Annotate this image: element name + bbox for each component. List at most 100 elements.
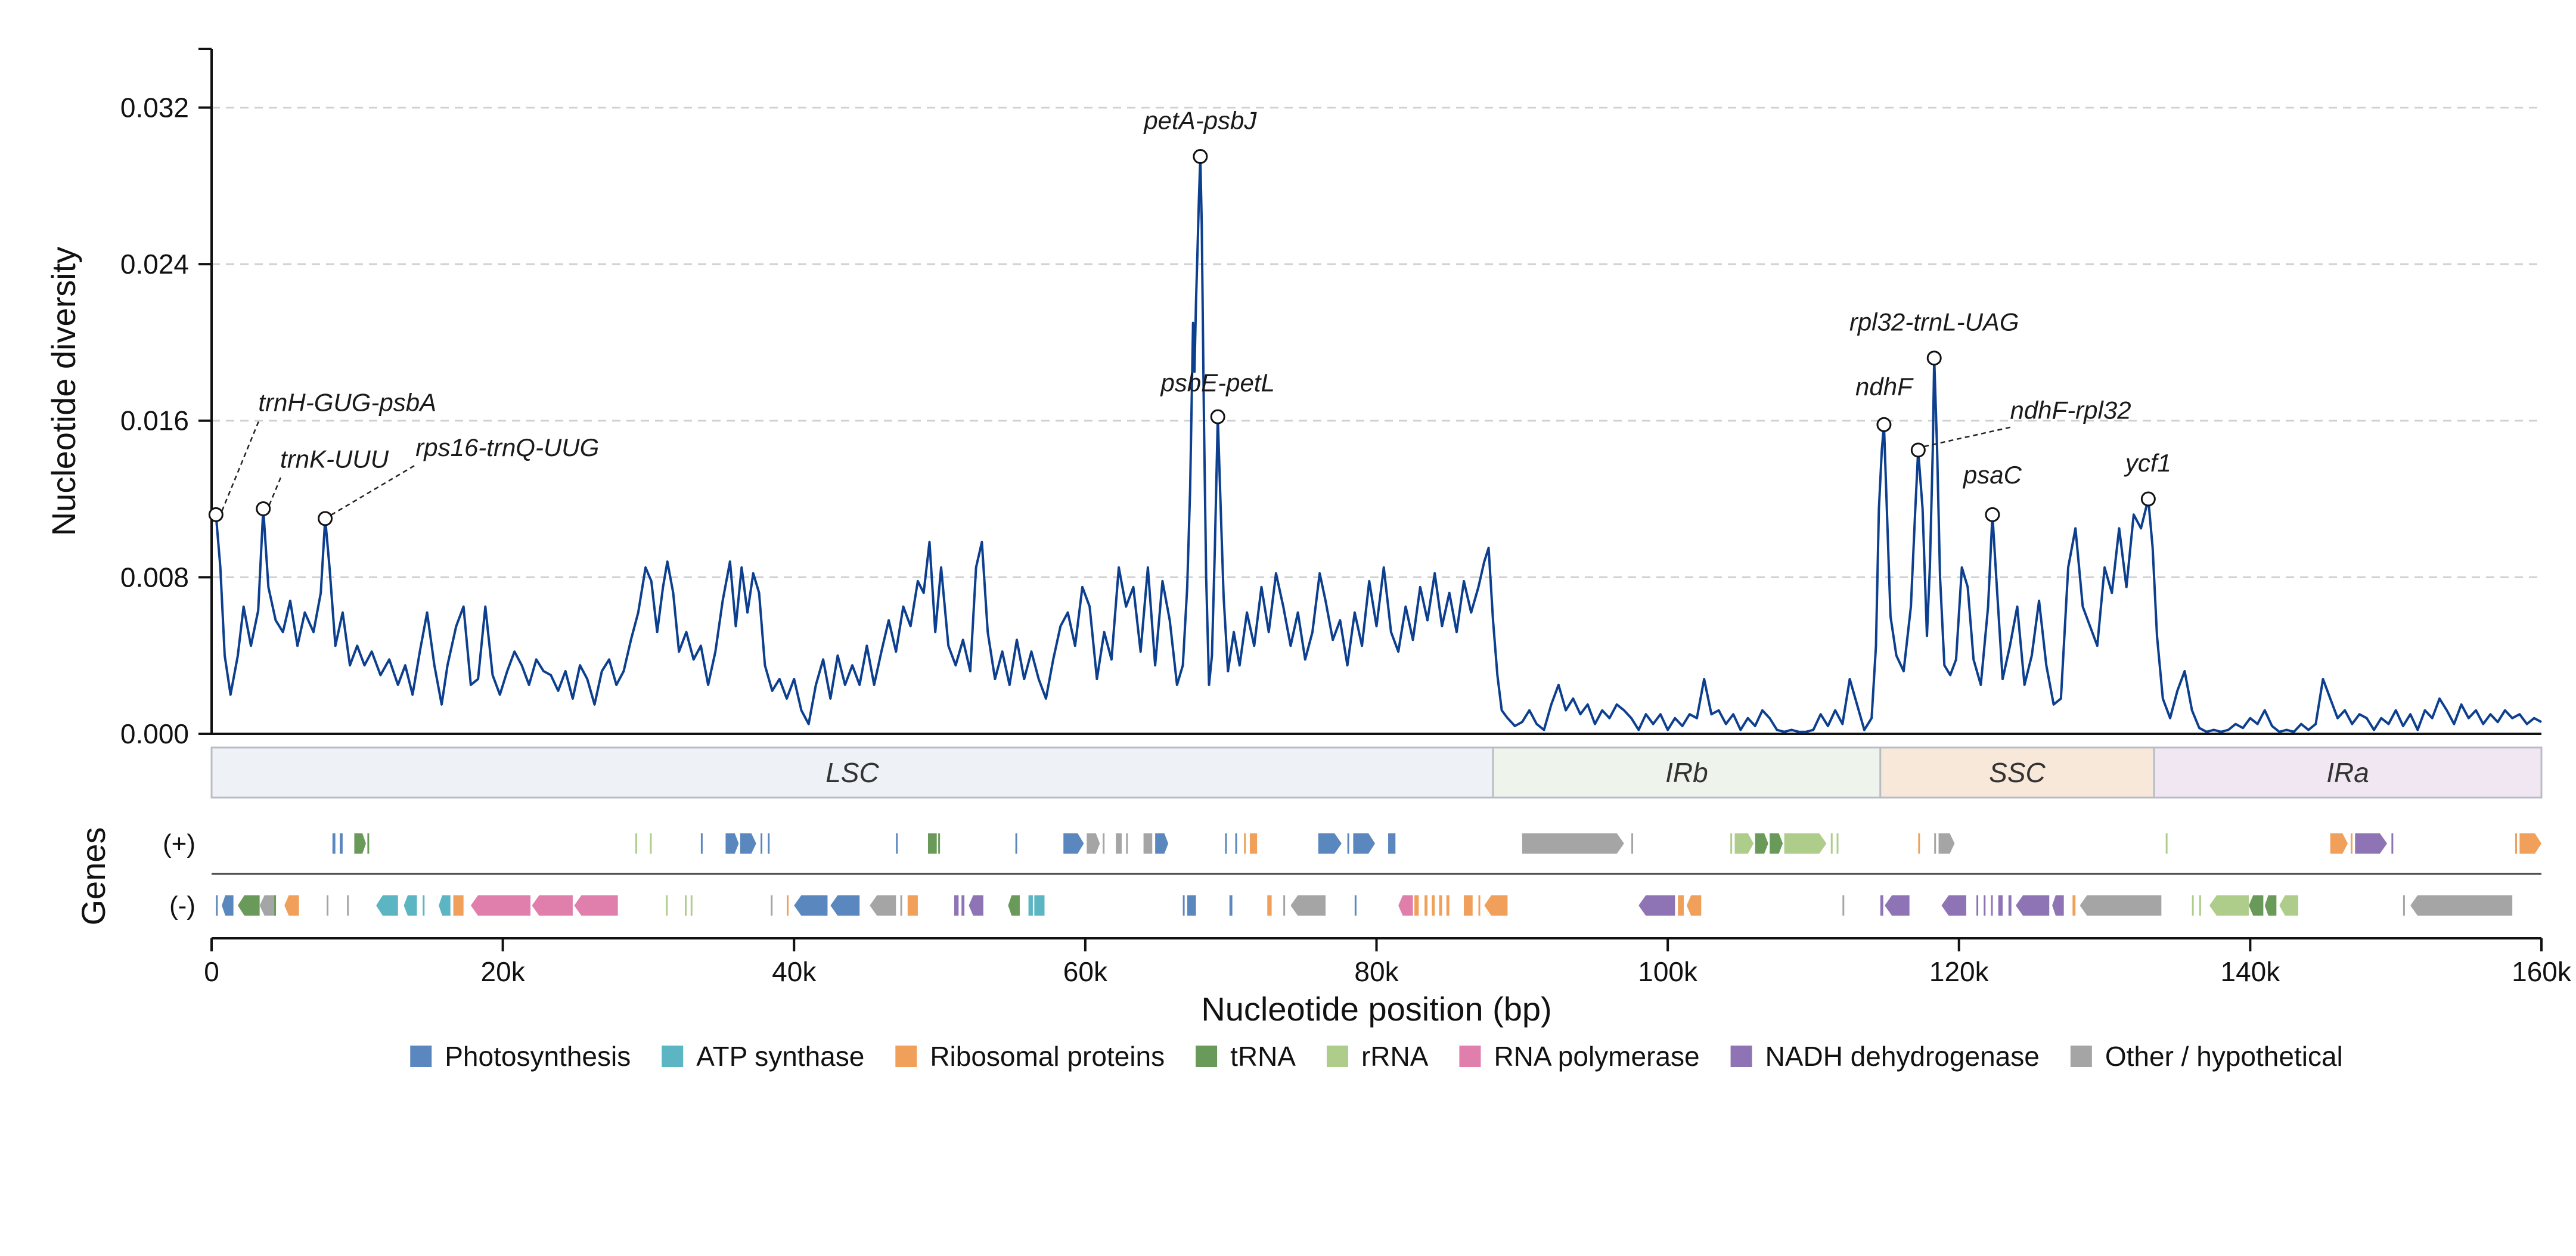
peak-label: trnK-UUU <box>280 445 389 473</box>
gene-arrow <box>1283 895 1286 916</box>
gene-arrow <box>347 895 349 916</box>
legend-swatch <box>1326 1046 1348 1067</box>
peak-marker <box>1193 149 1208 165</box>
gene-arrow <box>2355 833 2388 854</box>
gene-arrow <box>327 895 329 916</box>
gene-arrow <box>870 895 896 916</box>
gene-arrow <box>1984 895 1986 916</box>
peak-marker <box>1210 409 1225 424</box>
gene-arrow <box>1015 833 1017 854</box>
gene-arrow <box>1267 895 1272 916</box>
gene-arrow <box>1354 895 1357 916</box>
gene-arrow <box>1941 895 1966 916</box>
peak-label: rpl32-trnL-UAG <box>1849 308 2019 336</box>
x-tick-label: 140k <box>2221 956 2281 987</box>
gene-arrow <box>404 895 417 916</box>
gene-arrow <box>1318 833 1342 854</box>
gene-arrow <box>771 895 773 916</box>
y-tick-label: 0.024 <box>120 249 189 280</box>
peak-marker <box>208 507 224 522</box>
gene-arrow <box>532 895 573 916</box>
annotation-leader <box>221 418 260 511</box>
gene-arrow <box>1464 895 1473 916</box>
gene-arrow <box>1432 895 1435 916</box>
gene-arrow <box>1478 895 1481 916</box>
gene-arrow <box>1398 895 1413 916</box>
gene-arrow <box>470 895 531 916</box>
legend-label: ATP synthase <box>696 1041 864 1072</box>
peak-label: psaC <box>1962 461 2022 489</box>
gene-arrow <box>2515 833 2518 854</box>
x-tick-label: 160k <box>2512 956 2572 987</box>
gene-arrow <box>2279 895 2298 916</box>
gene-arrow <box>2264 895 2277 916</box>
peak-label: ycf1 <box>2124 449 2171 477</box>
gene-arrow <box>761 833 763 854</box>
region-label: SSC <box>1989 757 2046 788</box>
gene-arrow <box>237 895 260 916</box>
gene-arrow <box>1842 895 1845 916</box>
gene-arrow <box>1638 895 1675 916</box>
gene-arrow <box>2008 895 2012 916</box>
gene-arrow <box>2248 895 2264 916</box>
gene-arrow <box>1678 895 1684 916</box>
gene-arrow <box>1347 833 1349 854</box>
legend-label: Photosynthesis <box>445 1041 631 1072</box>
gene-arrow <box>1484 895 1508 916</box>
gene-arrow <box>1008 895 1020 916</box>
gene-arrow <box>1225 833 1227 854</box>
gene-arrow <box>216 895 218 916</box>
gene-arrow <box>1918 833 1920 854</box>
gene-arrow <box>1885 895 1910 916</box>
gene-arrow <box>367 833 370 854</box>
gene-arrow <box>423 895 425 916</box>
gene-arrow <box>969 895 983 916</box>
gene-arrow <box>1730 833 1733 854</box>
peak-marker <box>1876 417 1892 432</box>
legend-label: RNA polymerase <box>1494 1041 1699 1072</box>
y-tick-label: 0.016 <box>120 405 189 436</box>
region-label: IRa <box>2326 757 2369 788</box>
gene-arrow <box>1414 895 1419 916</box>
gene-arrow <box>1770 833 1783 854</box>
x-tick-label: 60k <box>1063 956 1108 987</box>
gene-arrow <box>1998 895 2003 916</box>
gene-arrow <box>1880 895 1883 916</box>
legend-label: rRNA <box>1361 1041 1429 1072</box>
gene-arrow <box>685 895 687 916</box>
gene-arrow <box>961 895 965 916</box>
legend-label: tRNA <box>1230 1041 1296 1072</box>
gene-map <box>212 833 2541 916</box>
gene-arrow <box>2165 833 2168 854</box>
gene-arrow <box>1734 833 1754 854</box>
gene-arrow <box>666 895 668 916</box>
gene-arrow <box>1249 833 1258 854</box>
annotation-leader <box>1924 426 2012 448</box>
peak-marker <box>1910 442 1926 458</box>
gene-arrow <box>332 833 336 854</box>
region-block <box>1879 746 2155 799</box>
region-label: LSC <box>825 757 879 788</box>
gene-arrow <box>2192 895 2194 916</box>
x-axis-title: Nucleotide position (bp) <box>1201 990 1551 1028</box>
gene-arrow <box>1784 833 1827 854</box>
gene-arrow <box>1938 833 1955 854</box>
gene-arrow <box>2403 895 2405 916</box>
genome-regions-bar: LSC IRb SSC IRa <box>210 746 2543 799</box>
gene-arrow <box>928 833 937 854</box>
gene-arrow <box>2016 895 2050 916</box>
gene-arrow <box>650 833 652 854</box>
gene-arrow <box>1439 895 1442 916</box>
x-tick-label: 80k <box>1354 956 1399 987</box>
x-tick-label: 120k <box>1929 956 1990 987</box>
gene-arrow <box>1446 895 1450 916</box>
gene-arrow <box>1976 895 1979 916</box>
y-tick-label: 0.000 <box>120 718 189 749</box>
gene-arrow <box>907 895 918 916</box>
y-axis-title: Nucleotide diversity <box>45 247 82 536</box>
region-label: IRb <box>1665 757 1708 788</box>
gene-arrow <box>1934 833 1936 854</box>
gene-arrow <box>954 895 959 916</box>
y-tick-label: 0.032 <box>120 92 189 123</box>
